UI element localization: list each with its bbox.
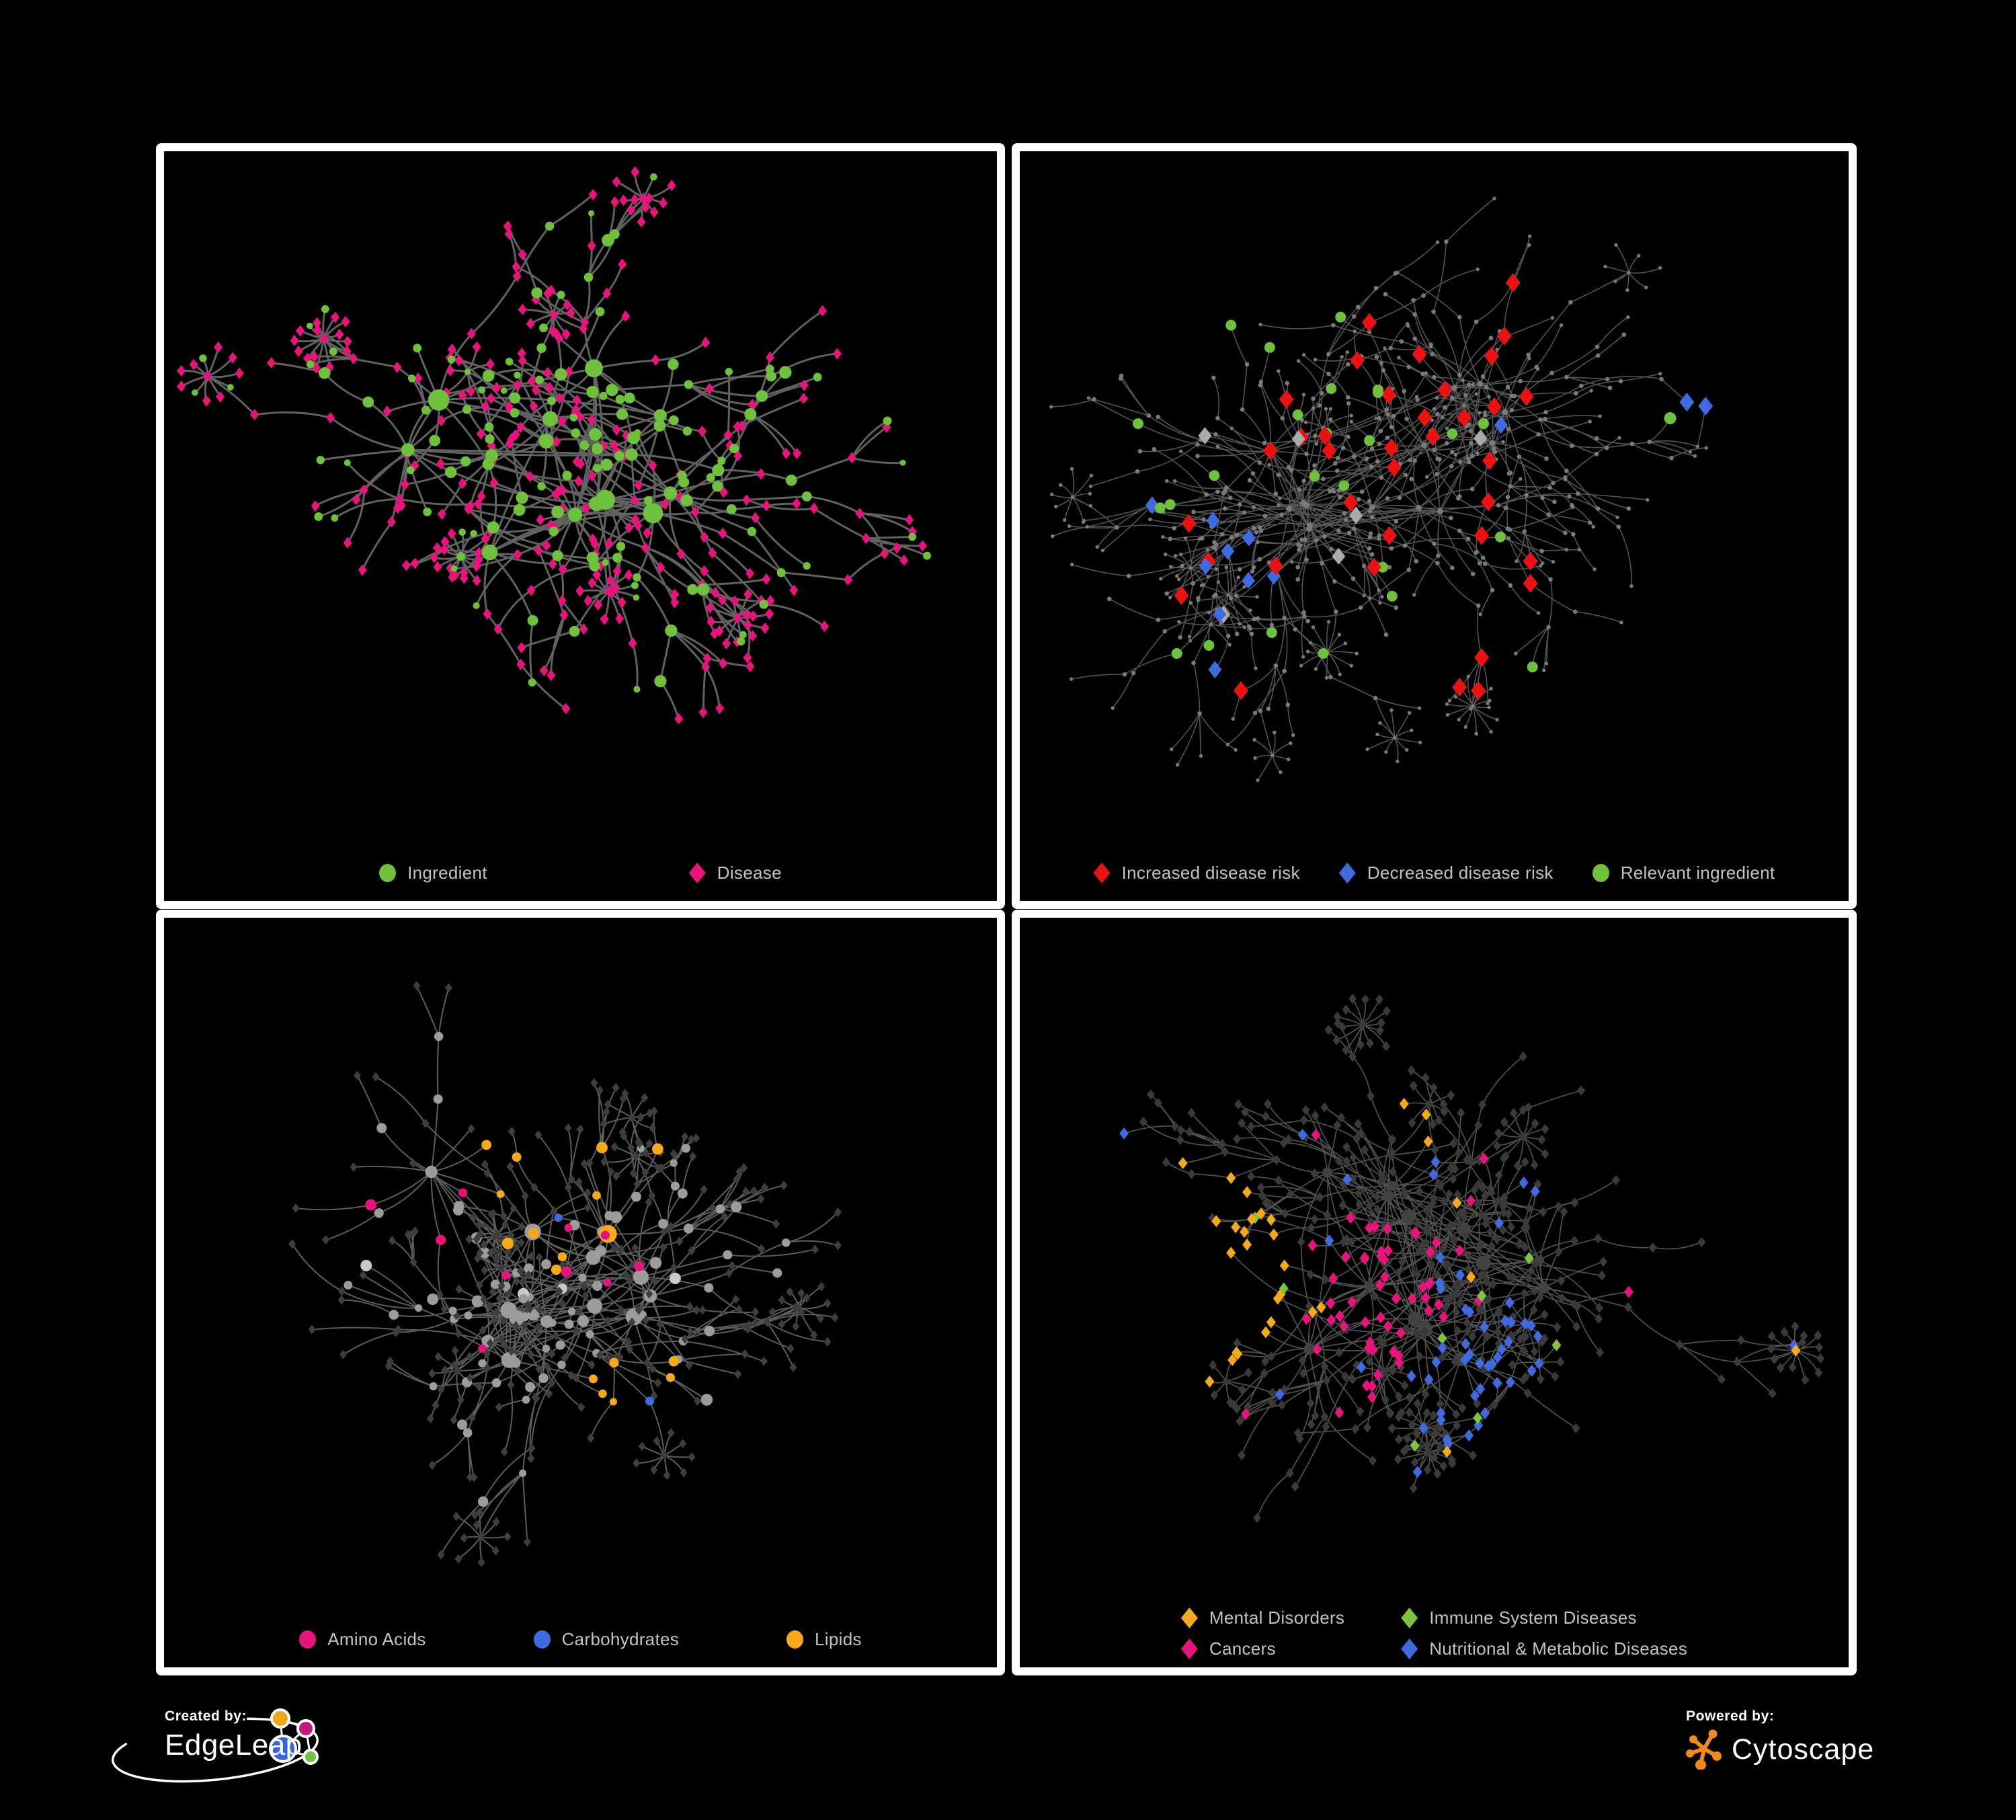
legend-label: Immune System Diseases: [1429, 1608, 1637, 1628]
legend-label: Increased disease risk: [1121, 863, 1300, 883]
legend-item: Nutritional & Metabolic Diseases: [1401, 1638, 1687, 1659]
legend-item: Amino Acids: [299, 1629, 426, 1650]
legend-ingredient-classes: Amino Acids Carbohydrates Lipids: [164, 1629, 997, 1650]
network-canvas-disease-classes: [1119, 994, 1825, 1524]
created-by-block: Created by: EdgeLeap: [165, 1708, 303, 1762]
cytoscape-wordmark: Cytoscape: [1732, 1733, 1875, 1766]
legend-label: Mental Disorders: [1209, 1608, 1345, 1628]
cancers-diamond-marker-icon: [1180, 1638, 1198, 1659]
legend-item: Lipids: [787, 1629, 862, 1650]
legend-disease-classes: Mental Disorders Immune System Diseases …: [1020, 1608, 1849, 1659]
legend-item: Cancers: [1180, 1638, 1344, 1659]
legend-label: Carbohydrates: [561, 1629, 680, 1649]
legend-label: Decreased disease risk: [1367, 863, 1554, 883]
cytoscape-brand-row: Cytoscape: [1686, 1729, 1874, 1770]
legend-item: Relevant ingredient: [1592, 863, 1775, 883]
relevant-ingredient-circle-marker-icon: [1592, 864, 1609, 882]
legend-label: Disease: [717, 863, 782, 883]
panel-ingredient-disease: Ingredient Disease: [156, 143, 1005, 909]
legend-label: Relevant ingredient: [1620, 863, 1775, 883]
mental-disorders-diamond-marker-icon: [1180, 1608, 1198, 1628]
legend-label: Ingredient: [407, 863, 487, 883]
legend-item: Immune System Diseases: [1401, 1608, 1687, 1628]
legend-label: Nutritional & Metabolic Diseases: [1429, 1638, 1688, 1659]
immune-diseases-diamond-marker-icon: [1401, 1608, 1418, 1628]
powered-by-label: Powered by:: [1686, 1708, 1775, 1724]
edgeleap-wordmark: EdgeLeap: [165, 1729, 303, 1762]
legend-item: Decreased disease risk: [1338, 863, 1554, 883]
legend-ingredient-disease: Ingredient Disease: [164, 863, 997, 883]
panel-disease-risk: Increased disease risk Decreased disease…: [1012, 143, 1857, 909]
legend-item: Increased disease risk: [1093, 863, 1300, 883]
metabolic-diseases-diamond-marker-icon: [1401, 1638, 1418, 1659]
legend-disease-risk: Increased disease risk Decreased disease…: [1020, 863, 1849, 883]
legend-label: Lipids: [815, 1629, 862, 1649]
legend-label: Amino Acids: [327, 1629, 426, 1649]
created-by-label: Created by:: [165, 1708, 247, 1724]
ingredient-circle-marker-icon: [379, 864, 397, 882]
amino-acids-circle-marker-icon: [299, 1630, 317, 1649]
edgeleap-logo-icon: [112, 1708, 319, 1783]
legend-item: Carbohydrates: [533, 1629, 680, 1650]
lipids-circle-marker-icon: [787, 1630, 804, 1649]
increased-risk-diamond-marker-icon: [1093, 863, 1111, 883]
carbohydrates-circle-marker-icon: [533, 1630, 551, 1649]
network-canvas-ingredient-classes: [288, 981, 842, 1567]
network-canvas-ingredient-disease: [176, 166, 932, 725]
legend-item: Ingredient: [379, 863, 487, 883]
disease-diamond-marker-icon: [688, 863, 706, 883]
legend-label: Cancers: [1209, 1638, 1276, 1659]
cytoscape-logo-icon: [1686, 1729, 1722, 1770]
powered-by-block: Powered by: Cytoscape: [1686, 1708, 1874, 1770]
legend-item: Mental Disorders: [1180, 1608, 1345, 1628]
panel-disease-classes: Mental Disorders Immune System Diseases …: [1012, 910, 1857, 1675]
decreased-risk-diamond-marker-icon: [1338, 863, 1356, 883]
legend-item: Disease: [688, 863, 782, 883]
panel-ingredient-classes: Amino Acids Carbohydrates Lipids: [156, 910, 1005, 1675]
network-canvas-disease-risk: [1049, 196, 1713, 783]
